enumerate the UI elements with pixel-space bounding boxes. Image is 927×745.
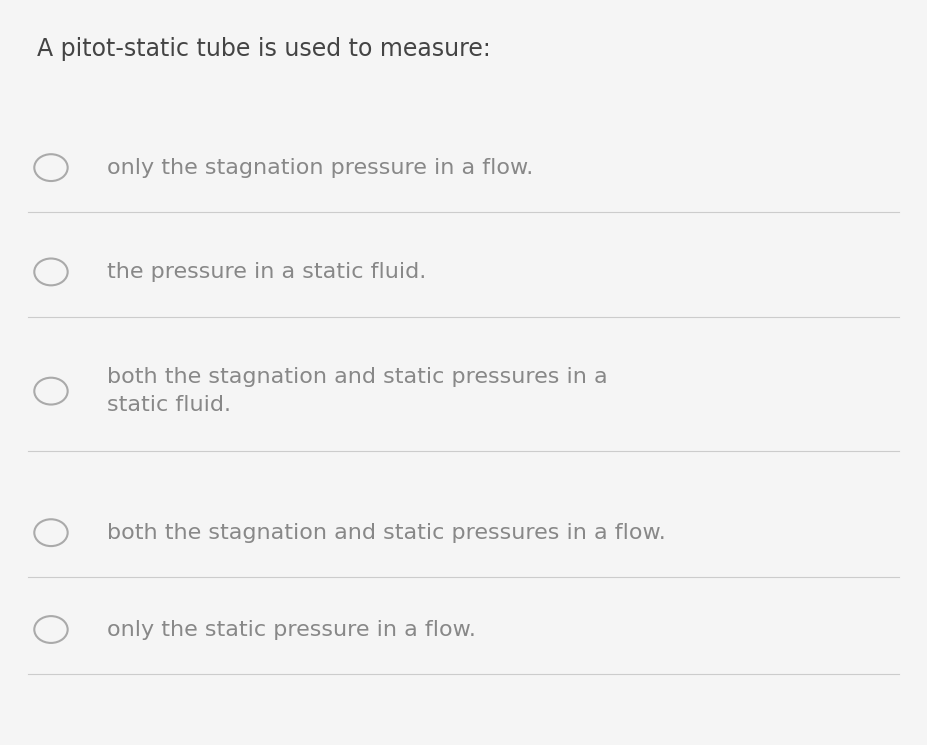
Text: the pressure in a static fluid.: the pressure in a static fluid. bbox=[107, 262, 425, 282]
Text: A pitot-static tube is used to measure:: A pitot-static tube is used to measure: bbox=[37, 37, 490, 61]
Text: only the static pressure in a flow.: only the static pressure in a flow. bbox=[107, 620, 476, 639]
Text: both the stagnation and static pressures in a
static fluid.: both the stagnation and static pressures… bbox=[107, 367, 607, 415]
Text: both the stagnation and static pressures in a flow.: both the stagnation and static pressures… bbox=[107, 523, 666, 542]
Text: only the stagnation pressure in a flow.: only the stagnation pressure in a flow. bbox=[107, 158, 533, 177]
